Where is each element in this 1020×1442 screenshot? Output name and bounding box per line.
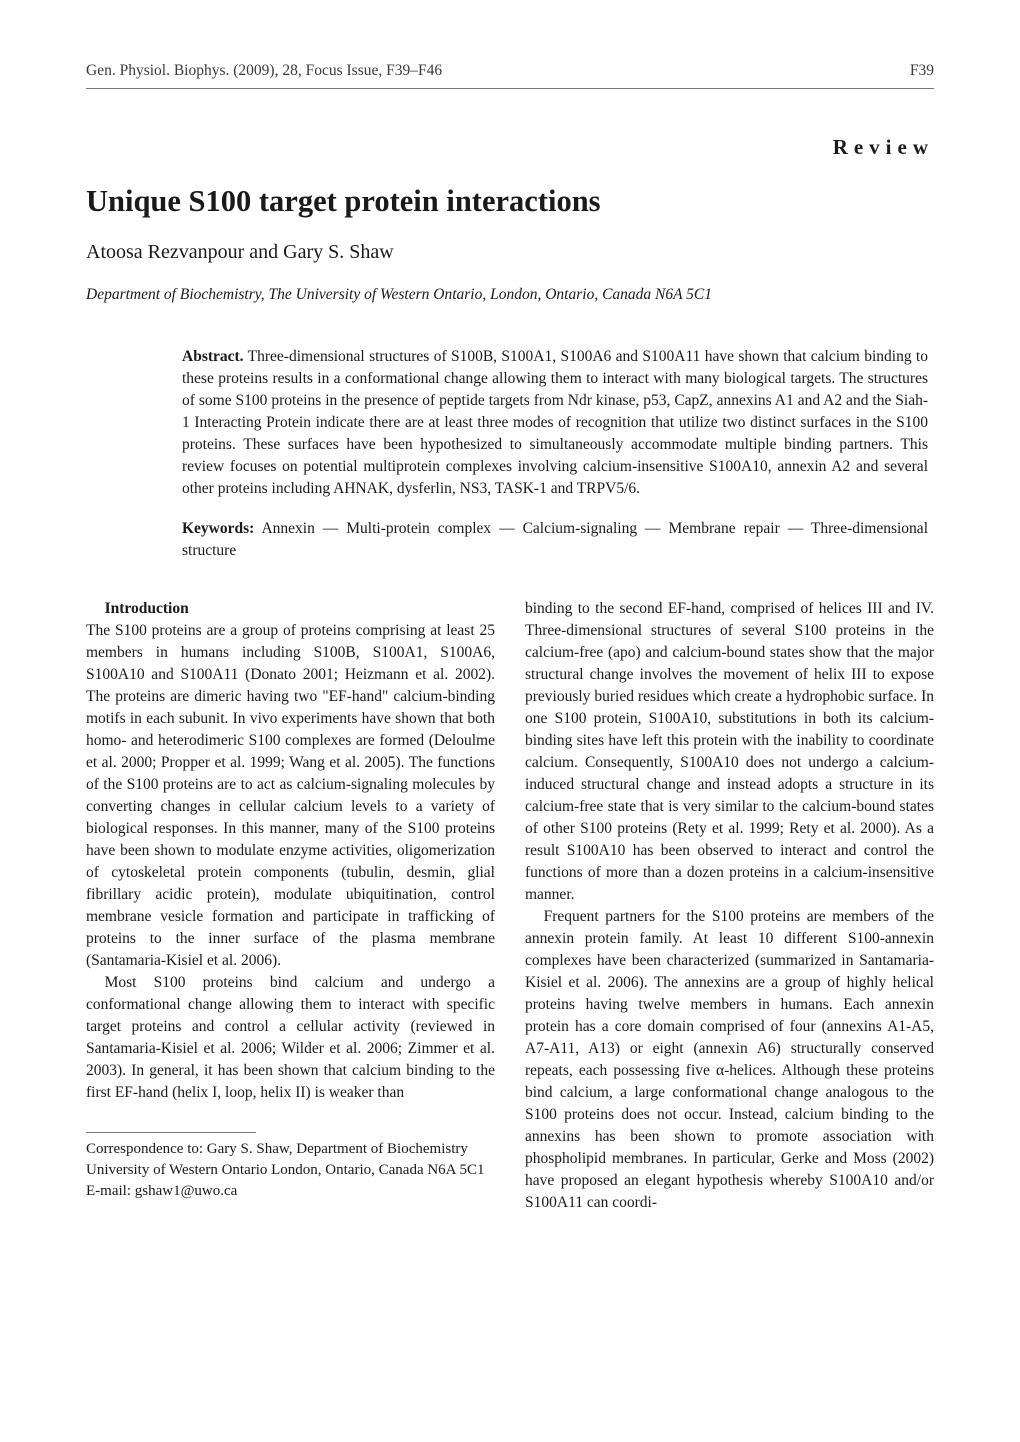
abstract-label: Abstract. [182,348,244,365]
journal-citation: Gen. Physiol. Biophys. (2009), 28, Focus… [86,62,442,80]
article-title: Unique S100 target protein interactions [86,184,934,219]
page-number: F39 [910,62,934,80]
left-column: Introduction The S100 proteins are a gro… [86,598,495,1214]
intro-paragraph-1: The S100 proteins are a group of protein… [86,620,495,972]
correspondence-email: E-mail: gshaw1@uwo.ca [86,1181,495,1202]
intro-paragraph-4: Frequent partners for the S100 proteins … [525,906,934,1214]
header-rule [86,88,934,89]
article-type: Review [86,135,934,160]
keywords-label: Keywords: [182,520,254,537]
footnote-rule [86,1132,256,1133]
intro-paragraph-2: Most S100 proteins bind calcium and unde… [86,972,495,1104]
keywords-paragraph: Keywords: Annexin — Multi-protein comple… [182,518,928,562]
correspondence-address: Correspondence to: Gary S. Shaw, Departm… [86,1139,495,1181]
abstract-block: Abstract. Three-dimensional structures o… [182,346,934,562]
authors: Atoosa Rezvanpour and Gary S. Shaw [86,241,934,264]
right-column: binding to the second EF-hand, comprised… [525,598,934,1214]
body-columns: Introduction The S100 proteins are a gro… [86,598,934,1214]
page: Gen. Physiol. Biophys. (2009), 28, Focus… [0,0,1020,1442]
section-heading-introduction: Introduction [86,598,495,620]
correspondence-footnote: Correspondence to: Gary S. Shaw, Departm… [86,1139,495,1202]
abstract-paragraph: Abstract. Three-dimensional structures o… [182,346,928,500]
running-header: Gen. Physiol. Biophys. (2009), 28, Focus… [86,62,934,88]
abstract-text: Three-dimensional structures of S100B, S… [182,348,928,497]
affiliation: Department of Biochemistry, The Universi… [86,286,934,304]
intro-paragraph-3: binding to the second EF-hand, comprised… [525,598,934,906]
keywords-text: Annexin — Multi-protein complex — Calciu… [182,520,928,559]
